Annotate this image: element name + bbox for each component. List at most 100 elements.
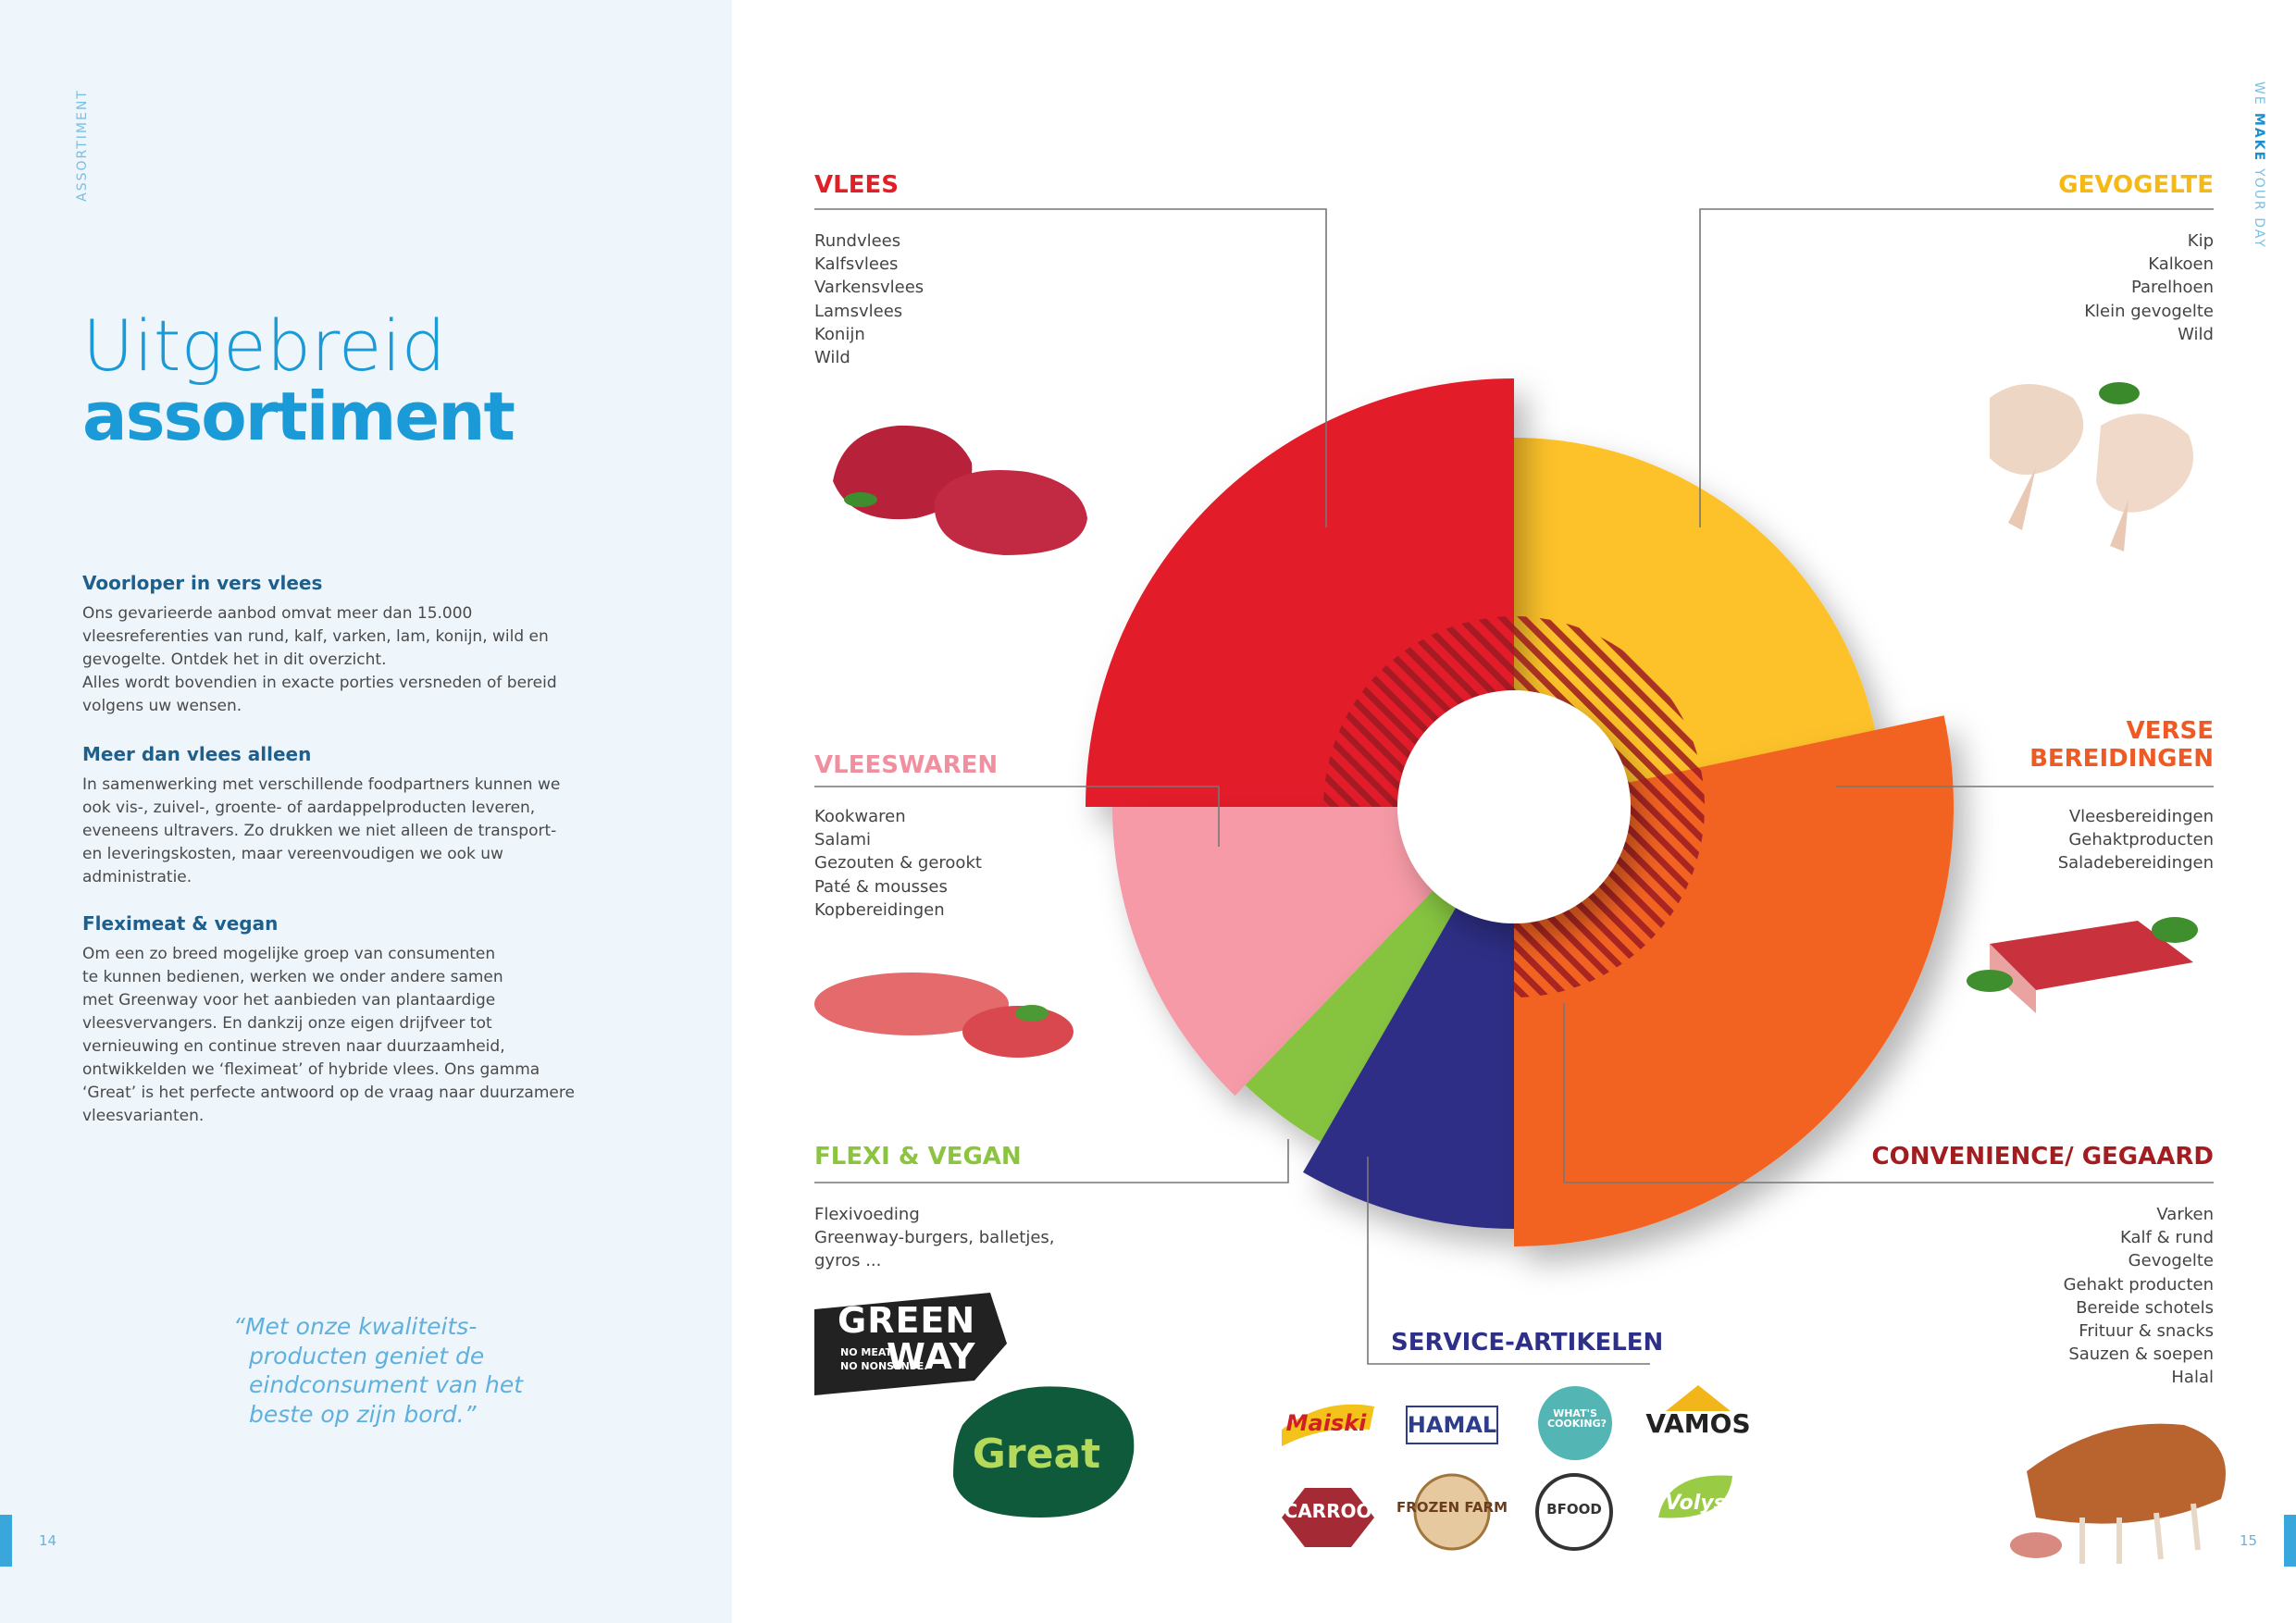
quote-line: producten geniet de [249, 1342, 485, 1369]
segment [1397, 690, 1631, 923]
side-label: ASSORTIMENT [74, 89, 90, 202]
connectors [814, 208, 2214, 1365]
category-item: Sauzen & soepen [2068, 1344, 2214, 1365]
photo-minced [1967, 917, 2198, 1013]
paragraph-line: vleesvervangers. En dankzij onze eigen d… [82, 1014, 492, 1033]
brand-logo: Maiski [1285, 1410, 1367, 1436]
category-item: Lamsvlees [814, 301, 903, 321]
quote-line: eindconsument van het [249, 1371, 524, 1398]
section-heading: Fleximeat & vegan [82, 912, 279, 935]
segment [1303, 807, 1514, 1229]
logo-text: GREEN [838, 1300, 976, 1341]
category-item: Parelhoen [2130, 278, 2214, 298]
paragraph-line: gevogelte. Ontdek het in dit overzicht. [82, 650, 387, 669]
category-item: Varken [2156, 1205, 2214, 1224]
paragraph-line: ontwikkelden we ‘fleximeat’ of hybride v… [82, 1060, 540, 1079]
page-tab [2284, 1515, 2296, 1567]
category-item: Gevogelte [2128, 1251, 2214, 1271]
paragraph-line: administratie. [82, 868, 192, 886]
paragraph-line: ook vis-, zuivel-, groente- of aardappel… [82, 799, 536, 817]
logo-text: NO MEAT. [840, 1346, 895, 1358]
paragraph-line: Ons gevarieerde aanbod omvat meer dan 15… [82, 604, 473, 623]
logo-text: WAY [887, 1336, 976, 1377]
category-title: VERSE [2126, 717, 2214, 745]
category-item: Kalkoen [2148, 254, 2214, 275]
category-item: Wild [2178, 324, 2214, 344]
paragraph-line: vleesvarianten. [82, 1107, 205, 1125]
logo-great [953, 1386, 1135, 1518]
paragraph-line: Om een zo breed mogelijke groep van cons… [82, 945, 496, 963]
section-heading: Voorloper in vers vlees [82, 572, 323, 594]
logo-text: Great [972, 1431, 1101, 1478]
paragraph-line: vleesreferenties van rund, kalf, varken,… [82, 627, 549, 646]
brand-logo: CARROO [1284, 1500, 1372, 1522]
category-title: GEVOGELTE [2058, 171, 2214, 199]
paragraph-line: volgens uw wensen. [82, 697, 242, 715]
brand-logo: HAMAL [1407, 1412, 1497, 1438]
title: assortiment [82, 378, 515, 455]
category-item: Kopbereidingen [814, 899, 945, 920]
category-item: Salami [814, 830, 872, 850]
category-item: Gezouten & gerookt [814, 853, 982, 873]
brand-logos [1282, 1385, 1732, 1551]
side-label: WE MAKE YOUR DAY [2252, 81, 2266, 255]
category-item: Vleesbereidingen [2068, 807, 2214, 826]
category-item: Flexivoeding [814, 1205, 920, 1224]
category-title: SERVICE-ARTIKELEN [1391, 1329, 1664, 1357]
category-title: VLEESWAREN [814, 751, 999, 779]
brand-logo: BFOOD [1546, 1501, 1602, 1518]
section-heading: Meer dan vlees alleen [82, 743, 312, 765]
brand-logo: VAMOS [1645, 1408, 1751, 1439]
category-item: Wild [814, 348, 850, 367]
category-item: Kalfsvlees [814, 254, 899, 275]
category-item: Klein gevogelte [2084, 301, 2214, 321]
quote-line: beste op zijn bord.” [249, 1400, 477, 1428]
category-item: Gehakt producten [2063, 1274, 2214, 1295]
category-item: Konijn [814, 324, 865, 344]
category-title: CONVENIENCE/ GEGAARD [1871, 1143, 2214, 1171]
brand-logo: Volys [1665, 1492, 1726, 1515]
page-number: 14 [39, 1532, 57, 1549]
category-item: Varkensvlees [814, 278, 925, 298]
category-item: Saladebereidingen [2057, 853, 2214, 873]
photo-beef [833, 425, 1087, 555]
category-item: Paté & mousses [814, 876, 948, 897]
category-item: Bereide schotels [2076, 1297, 2214, 1318]
brand-logo: WHAT'S COOKING? [1547, 1407, 1607, 1430]
category-title: FLEXI & VEGAN [814, 1143, 1022, 1171]
category-item: Rundvlees [814, 231, 901, 251]
category-title: VLEES [814, 171, 899, 199]
quote-line: “Met onze kwaliteits- [233, 1313, 478, 1340]
paragraph-line: met Greenway voor het aanbieden van plan… [82, 991, 496, 1010]
paragraph-line: en leveringskosten, maar vereenvoudigen … [82, 845, 503, 863]
category-item: Gehaktproducten [2068, 830, 2214, 850]
paragraph-line: In samenwerking met verschillende foodpa… [82, 775, 561, 794]
segment [1112, 807, 1514, 1096]
paragraph-line: eveneens ultravers. Zo drukken we niet a… [82, 822, 557, 840]
paragraph-line: vernieuwing en continue streven naar duu… [82, 1037, 505, 1056]
category-item: Kip [2187, 231, 2214, 251]
photo-poultry [1990, 382, 2193, 551]
segments [1086, 378, 1954, 1246]
category-item: Halal [2171, 1368, 2214, 1388]
side-label-word: YOUR DAY [2252, 167, 2266, 249]
logo-text: NO NONSENSE. [840, 1360, 928, 1372]
category-item: Frituur & snacks [2079, 1321, 2214, 1341]
category-item: Greenway-burgers, balletjes, [814, 1228, 1055, 1248]
side-label-word: WE [2252, 81, 2266, 106]
category-item: Kalf & rund [2120, 1228, 2214, 1248]
left-page [0, 0, 732, 1623]
title: Uitgebreid [82, 304, 446, 387]
photo-roast [2010, 1423, 2226, 1564]
page-tab [0, 1515, 12, 1567]
category-item: gyros ... [814, 1251, 882, 1271]
paragraph-line: Alles wordt bovendien in exacte porties … [82, 674, 557, 692]
photo-salami [814, 973, 1074, 1058]
page-number: 15 [2240, 1532, 2258, 1549]
category-title: BEREIDINGEN [2029, 745, 2214, 773]
brand-logo: FROZEN FARM [1396, 1499, 1508, 1516]
logo-greenway [814, 1293, 1007, 1395]
